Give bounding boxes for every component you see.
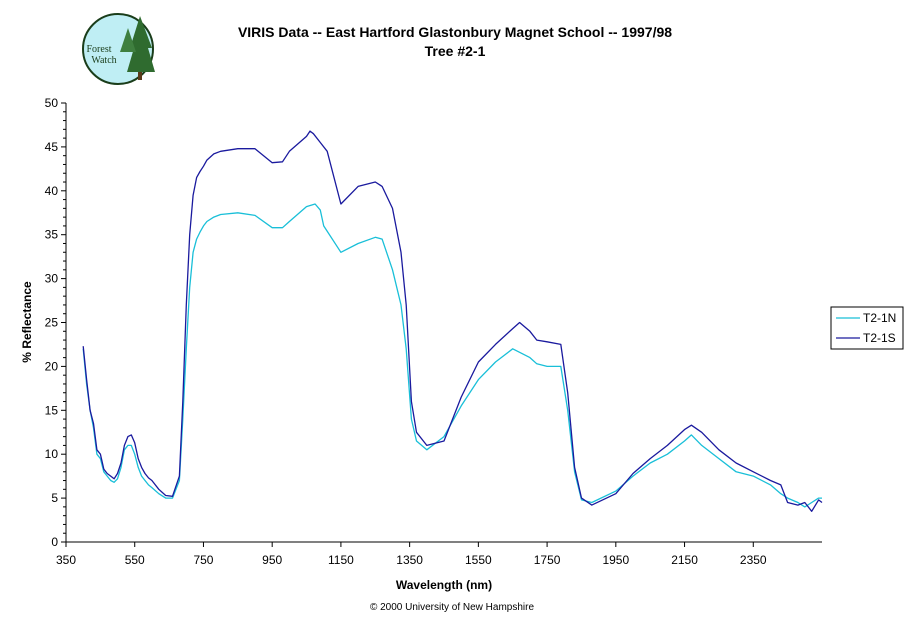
logo-tree-icon <box>127 16 155 72</box>
x-tick-label: 750 <box>193 553 213 567</box>
x-tick-label: 2350 <box>740 553 767 567</box>
chart-title: VIRIS Data -- East Hartford Glastonbury … <box>238 24 672 40</box>
copyright-credit: © 2000 University of New Hampshire <box>370 602 535 613</box>
legend-box <box>830 306 904 350</box>
y-ticks: 0 5 10 15 20 25 30 35 40 45 50 <box>45 96 66 549</box>
x-tick-label: 1550 <box>465 553 492 567</box>
x-axis-title: Wavelength (nm) <box>396 578 492 592</box>
y-tick-label: 40 <box>45 184 59 198</box>
logo-text-line2: Watch <box>91 55 116 66</box>
y-axis-title: % Reflectance <box>20 281 34 363</box>
legend-label-t2-1s: T2-1S <box>863 331 896 345</box>
chart-subtitle: Tree #2-1 <box>425 43 486 59</box>
series-line-t2-1s <box>82 130 823 512</box>
y-tick-label: 45 <box>45 140 59 154</box>
x-tick-label: 350 <box>56 553 76 567</box>
legend: T2-1N T2-1S <box>830 306 904 350</box>
logo-text-line1: Forest <box>87 44 112 55</box>
y-tick-label: 50 <box>45 96 59 110</box>
y-tick-label: 0 <box>51 535 58 549</box>
forest-watch-logo: Forest Watch <box>82 13 155 85</box>
y-tick-label: 25 <box>45 316 59 330</box>
logo-tree-small-icon <box>120 28 136 52</box>
series-lines <box>82 130 823 512</box>
y-tick-label: 30 <box>45 272 59 286</box>
x-tick-label: 950 <box>262 553 282 567</box>
series-line-t2-1n <box>82 203 822 508</box>
x-tick-label: 1950 <box>602 553 629 567</box>
x-tick-label: 1350 <box>396 553 423 567</box>
y-tick-label: 15 <box>45 403 59 417</box>
y-tick-label: 10 <box>45 447 59 461</box>
x-ticks: 350 550 750 950 1150 1350 1550 1750 1950 2150 2350 <box>56 542 767 567</box>
x-tick-label: 550 <box>125 553 145 567</box>
x-tick-label: 1150 <box>328 553 354 567</box>
logo-trunk <box>138 72 142 80</box>
x-tick-label: 2150 <box>671 553 698 567</box>
y-tick-label: 5 <box>51 491 58 505</box>
y-tick-label: 20 <box>45 359 59 373</box>
x-tick-label: 1750 <box>534 553 561 567</box>
legend-label-t2-1n: T2-1N <box>863 311 896 325</box>
y-tick-label: 35 <box>45 228 59 242</box>
